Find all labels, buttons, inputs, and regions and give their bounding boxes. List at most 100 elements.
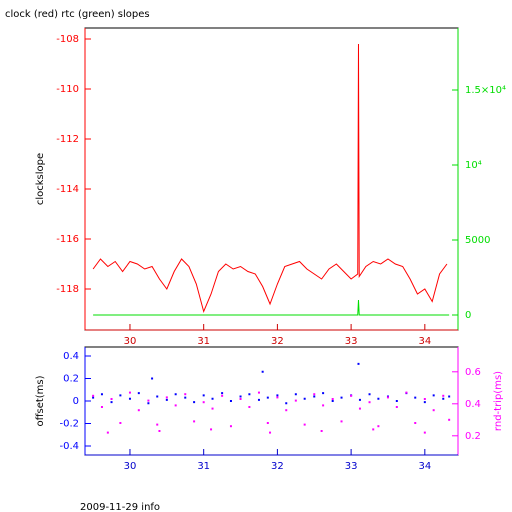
data-point (193, 420, 196, 423)
data-point (442, 397, 445, 400)
data-point (448, 418, 451, 421)
data-point (368, 401, 371, 404)
data-point (147, 402, 150, 405)
x-tick-label: 34 (418, 336, 431, 347)
data-point (331, 398, 334, 400)
data-point (442, 394, 445, 397)
x-tick-label: 32 (271, 336, 284, 347)
y2-tick-label: 10⁴ (465, 160, 482, 171)
data-point (100, 393, 103, 396)
data-point (248, 406, 251, 408)
data-point (202, 394, 205, 397)
y-axis-label: offset(ms) (35, 375, 46, 426)
data-point (322, 404, 325, 407)
data-point (165, 396, 168, 399)
y-tick-label: -114 (56, 184, 79, 195)
data-point (357, 362, 360, 365)
data-point (331, 400, 334, 402)
data-point (414, 422, 417, 424)
data-point (448, 395, 451, 398)
data-point (229, 425, 232, 428)
y-tick-label: -0.4 (59, 441, 79, 452)
data-point (276, 394, 279, 397)
x-tick-label: 30 (124, 336, 137, 347)
data-point (110, 401, 113, 404)
data-point (276, 396, 279, 399)
data-point (320, 430, 323, 432)
data-point (184, 393, 187, 396)
data-point (432, 409, 435, 412)
data-point (358, 407, 361, 410)
x-tick-label: 34 (418, 461, 431, 472)
data-point (257, 398, 260, 401)
data-line (93, 299, 450, 316)
plot-frame (84, 346, 459, 456)
y2-tick-label: 0.2 (465, 431, 481, 442)
data-point (221, 394, 224, 397)
data-point (423, 398, 426, 400)
data-point (294, 393, 297, 396)
data-point (322, 392, 325, 395)
data-point (202, 401, 205, 404)
x-tick-label: 30 (124, 461, 137, 472)
y2-tick-label: 0.6 (465, 367, 481, 378)
data-point (128, 397, 131, 400)
data-point (158, 430, 161, 432)
x-tick-label: 33 (345, 336, 358, 347)
data-point (257, 391, 260, 394)
data-point (395, 406, 398, 408)
data-point (368, 393, 371, 396)
y-tick-label: -0.2 (59, 419, 79, 430)
data-point (193, 401, 196, 404)
y-axis-label: clockslope (35, 153, 46, 205)
data-point (340, 420, 343, 423)
plot-frame (84, 27, 459, 331)
y2-tick-label: 0.4 (465, 399, 481, 410)
y-tick-label: 0 (73, 396, 79, 407)
x-tick-label: 31 (197, 461, 210, 472)
data-point (405, 391, 408, 394)
data-point (261, 370, 264, 373)
data-point (285, 402, 288, 405)
data-point (229, 400, 232, 402)
footer: 2009-11-29 info (80, 502, 160, 512)
data-point (269, 431, 272, 434)
data-point (372, 428, 375, 431)
data-point (147, 399, 150, 402)
data-point (106, 431, 109, 434)
data-point (386, 396, 389, 399)
data-point (266, 396, 269, 399)
data-point (313, 395, 316, 398)
data-point (156, 423, 159, 426)
data-point (395, 400, 398, 402)
data-point (432, 394, 435, 397)
data-point (92, 394, 95, 397)
data-point (151, 377, 154, 380)
data-point (414, 396, 417, 399)
data-point (377, 425, 380, 428)
data-point (165, 398, 168, 401)
y-tick-label: -118 (56, 284, 79, 295)
data-point (211, 407, 214, 410)
data-point (423, 401, 426, 404)
data-point (119, 394, 122, 397)
chart-title: clock (red) rtc (green) slopes (5, 9, 150, 20)
data-point (239, 398, 242, 400)
data-point (350, 394, 353, 397)
x-tick-label: 33 (345, 461, 358, 472)
data-point (313, 393, 316, 396)
data-point (303, 397, 306, 400)
data-line (92, 43, 448, 314)
data-point (377, 397, 380, 400)
x-tick-label: 32 (271, 461, 284, 472)
data-point (137, 409, 140, 412)
y-tick-label: -110 (56, 84, 79, 95)
data-point (128, 391, 131, 394)
y2-tick-label: 1.5×10⁴ (465, 85, 506, 96)
data-point (221, 392, 224, 395)
data-point (210, 428, 213, 431)
y2-tick-label: 5000 (465, 235, 490, 246)
data-point (303, 423, 306, 426)
y-tick-label: 0.2 (63, 374, 79, 385)
